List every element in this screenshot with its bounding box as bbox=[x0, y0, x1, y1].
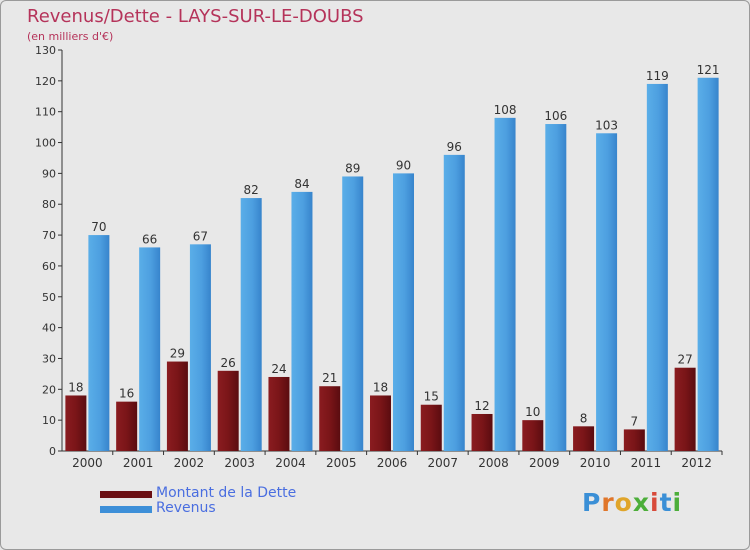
data-label-revenus: 121 bbox=[697, 63, 720, 77]
bar-revenus bbox=[646, 83, 668, 451]
chart-subtitle: (en milliers d'€) bbox=[27, 30, 114, 43]
x-tick-label: 2000 bbox=[72, 456, 103, 470]
x-tick-label: 2006 bbox=[377, 456, 408, 470]
y-tick-label: 0 bbox=[49, 445, 56, 458]
data-label-revenus: 103 bbox=[595, 118, 618, 132]
y-tick-label: 20 bbox=[42, 383, 56, 396]
bar-dette bbox=[623, 429, 645, 451]
x-tick-label: 2009 bbox=[529, 456, 560, 470]
bar-revenus bbox=[291, 191, 313, 451]
data-label-dette: 10 bbox=[525, 405, 540, 419]
data-label-revenus: 84 bbox=[294, 177, 309, 191]
y-tick-label: 60 bbox=[42, 260, 56, 273]
y-tick-label: 30 bbox=[42, 352, 56, 365]
data-label-dette: 7 bbox=[631, 414, 639, 428]
bar-dette bbox=[217, 370, 239, 451]
logo-letter: t bbox=[659, 488, 673, 517]
bar-dette bbox=[319, 386, 341, 451]
y-tick-label: 10 bbox=[42, 414, 56, 427]
bar-revenus bbox=[342, 176, 364, 451]
bar-revenus bbox=[596, 133, 618, 452]
y-tick-label: 80 bbox=[42, 198, 56, 211]
bar-dette bbox=[522, 420, 544, 451]
y-tick-label: 120 bbox=[35, 75, 56, 88]
data-label-dette: 29 bbox=[170, 347, 185, 361]
x-tick-label: 2007 bbox=[427, 456, 458, 470]
x-tick-label: 2004 bbox=[275, 456, 306, 470]
y-tick-label: 50 bbox=[42, 291, 56, 304]
bar-revenus bbox=[88, 235, 110, 451]
x-tick-label: 2010 bbox=[580, 456, 611, 470]
y-tick-label: 110 bbox=[35, 106, 56, 119]
y-tick-label: 100 bbox=[35, 137, 56, 150]
data-label-dette: 26 bbox=[221, 356, 236, 370]
data-label-revenus: 119 bbox=[646, 69, 669, 83]
data-label-revenus: 67 bbox=[193, 229, 208, 243]
bar-revenus bbox=[393, 173, 414, 451]
logo-letter: r bbox=[601, 488, 615, 517]
legend-swatch-revenus bbox=[100, 506, 152, 513]
bar-revenus bbox=[139, 247, 161, 451]
data-label-revenus: 106 bbox=[544, 109, 567, 123]
y-tick-label: 40 bbox=[42, 322, 56, 335]
bar-dette bbox=[166, 361, 188, 451]
data-label-revenus: 90 bbox=[396, 158, 411, 172]
data-label-dette: 27 bbox=[677, 353, 692, 367]
legend-swatch-dette bbox=[100, 491, 152, 498]
logo-letter: i bbox=[672, 488, 683, 517]
bar-revenus bbox=[545, 124, 567, 452]
data-label-revenus: 82 bbox=[244, 183, 259, 197]
x-tick-label: 2005 bbox=[326, 456, 357, 470]
x-tick-label: 2008 bbox=[478, 456, 509, 470]
bar-dette bbox=[116, 401, 138, 451]
bar-dette bbox=[420, 404, 442, 451]
legend-label-revenus: Revenus bbox=[156, 500, 216, 516]
y-tick-label: 70 bbox=[42, 229, 56, 242]
x-tick-label: 2002 bbox=[174, 456, 205, 470]
data-label-revenus: 70 bbox=[91, 220, 106, 234]
data-label-dette: 16 bbox=[119, 387, 134, 401]
bar-revenus bbox=[443, 154, 465, 451]
bar-dette bbox=[573, 426, 595, 451]
bar-dette bbox=[370, 395, 391, 451]
data-label-dette: 18 bbox=[68, 380, 83, 394]
legend-label-dette: Montant de la Dette bbox=[156, 485, 297, 501]
bar-revenus bbox=[189, 244, 211, 451]
data-label-revenus: 108 bbox=[494, 103, 517, 117]
x-tick-label: 2011 bbox=[631, 456, 662, 470]
bar-dette bbox=[471, 413, 493, 451]
x-tick-label: 2001 bbox=[123, 456, 154, 470]
logo-letter: x bbox=[632, 488, 650, 517]
proxiti-logo: Proxiti bbox=[582, 488, 682, 517]
data-label-dette: 15 bbox=[424, 390, 439, 404]
chart-title: Revenus/Dette - LAYS-SUR-LE-DOUBS bbox=[27, 6, 364, 27]
x-tick-label: 2012 bbox=[681, 456, 712, 470]
y-tick-label: 90 bbox=[42, 167, 56, 180]
bar-dette bbox=[268, 376, 290, 451]
logo-letter: P bbox=[582, 488, 602, 517]
data-label-revenus: 66 bbox=[142, 232, 157, 246]
data-label-dette: 8 bbox=[580, 411, 588, 425]
bar-revenus bbox=[240, 198, 262, 451]
bar-revenus bbox=[494, 117, 516, 451]
logo-letter: o bbox=[614, 488, 633, 517]
logo-letter: i bbox=[650, 488, 660, 517]
data-label-dette: 12 bbox=[474, 399, 489, 413]
bar-dette bbox=[674, 367, 696, 451]
data-label-dette: 18 bbox=[373, 380, 388, 394]
data-label-revenus: 96 bbox=[447, 140, 462, 154]
data-label-dette: 21 bbox=[322, 371, 337, 385]
bar-revenus bbox=[697, 77, 719, 451]
x-tick-label: 2003 bbox=[224, 456, 255, 470]
bar-dette bbox=[65, 395, 87, 451]
y-tick-label: 130 bbox=[35, 44, 56, 57]
data-label-revenus: 89 bbox=[345, 161, 360, 175]
data-label-dette: 24 bbox=[271, 362, 286, 376]
